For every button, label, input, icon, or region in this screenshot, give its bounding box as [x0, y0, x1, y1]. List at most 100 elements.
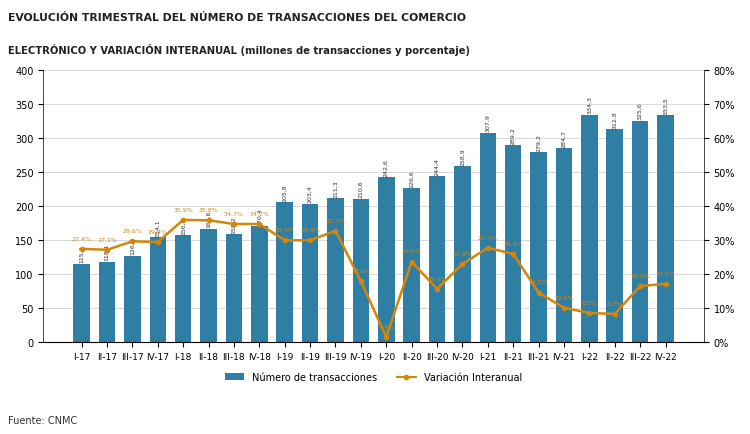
Text: 29,9%: 29,9%: [274, 227, 295, 232]
Text: 34,7%: 34,7%: [249, 211, 269, 216]
Bar: [657, 116, 674, 342]
Bar: [479, 133, 496, 342]
Bar: [632, 122, 648, 342]
Text: 23,6%: 23,6%: [402, 249, 422, 253]
Text: 15,6%: 15,6%: [427, 276, 447, 281]
Legend: Número de transacciones, Variación Interanual: Número de transacciones, Variación Inter…: [221, 368, 526, 386]
Bar: [454, 167, 471, 342]
Variación Interanual: [433, 286, 442, 292]
Variación Interanual: [331, 229, 340, 234]
Bar: [226, 235, 242, 342]
Text: 16,4%: 16,4%: [630, 273, 650, 278]
Text: 289,2: 289,2: [511, 127, 516, 145]
Text: 115,3: 115,3: [79, 245, 84, 263]
Text: 27,7%: 27,7%: [478, 235, 498, 240]
Variación Interanual: [204, 218, 213, 224]
Text: 158,2: 158,2: [232, 216, 236, 233]
Variación Interanual: [407, 260, 416, 265]
Variación Interanual: [534, 290, 543, 296]
Text: 170,4: 170,4: [256, 207, 262, 225]
Text: 34,7%: 34,7%: [224, 211, 244, 216]
Bar: [429, 177, 445, 342]
Bar: [581, 115, 598, 342]
Bar: [124, 256, 141, 342]
Text: 166,6: 166,6: [206, 210, 211, 228]
Text: 226,6: 226,6: [410, 169, 414, 187]
Text: 17,9%: 17,9%: [351, 268, 370, 273]
Text: 334,3: 334,3: [586, 96, 592, 114]
Variación Interanual: [509, 252, 518, 257]
Bar: [200, 229, 217, 342]
Text: 29,4%: 29,4%: [148, 229, 168, 234]
Text: 154,1: 154,1: [155, 219, 160, 236]
Text: 10,0%: 10,0%: [554, 295, 574, 300]
Variación Interanual: [610, 312, 620, 317]
Text: 126,6: 126,6: [130, 237, 135, 255]
Text: 242,6: 242,6: [384, 158, 388, 176]
Bar: [277, 203, 293, 342]
Text: 156,6: 156,6: [181, 217, 186, 235]
Text: 8,2%: 8,2%: [607, 301, 622, 306]
Text: 333,5: 333,5: [663, 97, 668, 115]
Variación Interanual: [280, 238, 290, 243]
Variación Interanual: [661, 282, 670, 287]
Variación Interanual: [382, 335, 391, 340]
Text: 279,2: 279,2: [536, 134, 541, 151]
Variación Interanual: [178, 218, 188, 223]
Text: 35,9%: 35,9%: [173, 207, 193, 212]
Variación Interanual: [77, 247, 86, 252]
Variación Interanual: [483, 246, 492, 251]
Bar: [607, 130, 623, 342]
Bar: [175, 236, 191, 342]
Variación Interanual: [230, 222, 238, 227]
Variación Interanual: [356, 279, 365, 284]
Text: 118,1: 118,1: [104, 243, 110, 261]
Text: Fuente: CNMC: Fuente: CNMC: [8, 415, 76, 425]
Text: 312,8: 312,8: [612, 111, 617, 129]
Text: 1,4%: 1,4%: [378, 324, 394, 329]
Text: 211,3: 211,3: [333, 180, 338, 197]
Variación Interanual: [305, 238, 314, 243]
Text: 29,9%: 29,9%: [300, 227, 320, 232]
Bar: [251, 227, 268, 342]
Bar: [556, 149, 572, 342]
Text: 203,4: 203,4: [308, 185, 313, 203]
Variación Interanual: [458, 262, 467, 267]
Bar: [530, 153, 547, 342]
Variación Interanual: [128, 239, 137, 244]
Text: 210,6: 210,6: [358, 181, 363, 198]
Variación Interanual: [635, 284, 644, 289]
Text: 14,5%: 14,5%: [529, 279, 548, 284]
Text: ELECTRÓNICO Y VARIACIÓN INTERANUAL (millones de transacciones y porcentaje): ELECTRÓNICO Y VARIACIÓN INTERANUAL (mill…: [8, 43, 470, 56]
Text: 325,6: 325,6: [638, 102, 643, 120]
Bar: [404, 188, 420, 342]
Text: 22,9%: 22,9%: [452, 251, 472, 256]
Text: 25,9%: 25,9%: [503, 241, 524, 246]
Text: EVOLUCIÓN TRIMESTRAL DEL NÚMERO DE TRANSACCIONES DEL COMERCIO: EVOLUCIÓN TRIMESTRAL DEL NÚMERO DE TRANS…: [8, 13, 466, 23]
Text: 17,1%: 17,1%: [656, 271, 676, 276]
Variación Interanual: [103, 248, 112, 253]
Bar: [352, 199, 369, 342]
Text: 27,1%: 27,1%: [97, 237, 117, 242]
Text: 205,8: 205,8: [282, 184, 287, 201]
Text: 258,9: 258,9: [460, 148, 465, 165]
Variación Interanual: [255, 222, 264, 227]
Text: 307,9: 307,9: [485, 114, 490, 132]
Text: 8,5%: 8,5%: [581, 300, 597, 305]
Bar: [99, 262, 116, 342]
Variación Interanual: [560, 306, 568, 311]
Text: 244,4: 244,4: [434, 157, 439, 175]
Text: 32,7%: 32,7%: [326, 218, 346, 223]
Bar: [149, 238, 166, 342]
Text: 35,8%: 35,8%: [199, 207, 218, 212]
Bar: [327, 199, 344, 342]
Bar: [505, 146, 521, 342]
Bar: [74, 264, 90, 342]
Bar: [302, 204, 318, 342]
Bar: [378, 178, 394, 342]
Text: 284,7: 284,7: [562, 130, 566, 148]
Variación Interanual: [153, 240, 162, 245]
Variación Interanual: [585, 311, 594, 316]
Text: 27,4%: 27,4%: [71, 236, 92, 241]
Line: Variación Interanual: Variación Interanual: [80, 218, 668, 339]
